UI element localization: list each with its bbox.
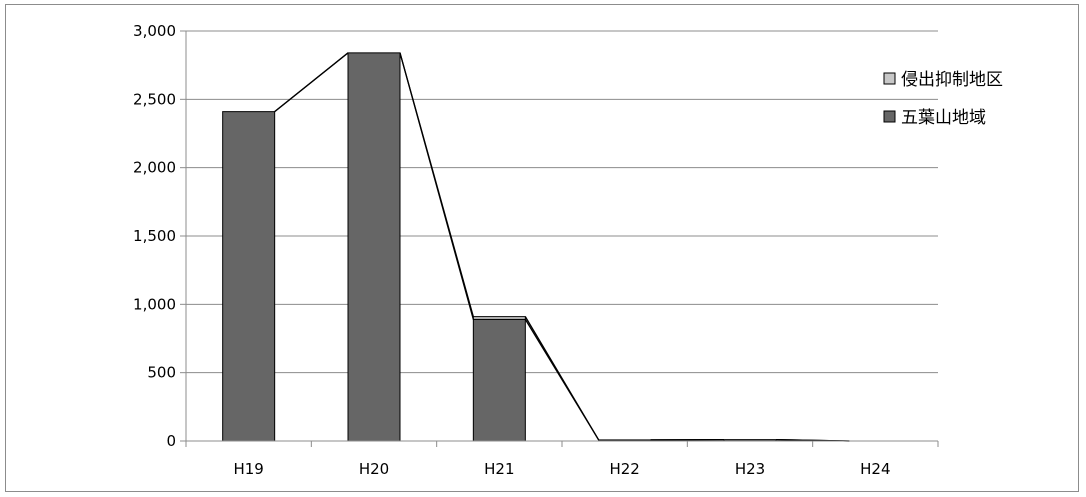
legend-swatch — [883, 110, 896, 123]
series-line-connector — [399, 52, 474, 317]
x-tick-label: H20 — [359, 460, 389, 478]
series-line-connector — [524, 316, 600, 441]
legend-label: 五葉山地域 — [901, 108, 986, 128]
x-tick-label: H24 — [860, 460, 890, 478]
bar-godaisan — [222, 111, 276, 442]
y-tick-label: 2,500 — [133, 90, 176, 108]
y-tick-label: 500 — [147, 364, 176, 382]
gridlines — [186, 30, 938, 374]
y-tick-label: 3,000 — [133, 22, 176, 40]
x-tick-label: H21 — [484, 460, 514, 478]
connector-lines — [274, 52, 850, 442]
x-tick-labels: H19 H20 H21 H22 H23 H24 — [233, 460, 890, 478]
y-tick-label: 1,000 — [133, 295, 176, 313]
bars — [222, 52, 777, 442]
x-tick-label: H19 — [233, 460, 263, 478]
series-line-connector — [274, 52, 349, 113]
y-tick-label: 0 — [166, 432, 176, 450]
y-tick-label: 2,000 — [133, 159, 176, 177]
legend-swatch — [883, 72, 896, 85]
bar-godaisan — [347, 52, 401, 442]
bar-suppression-area — [472, 316, 526, 320]
x-tick-label: H23 — [735, 460, 765, 478]
axes — [180, 30, 939, 447]
legend-label: 侵出抑制地区 — [901, 70, 1003, 90]
bar-godaisan — [472, 318, 526, 442]
chart-frame — [5, 4, 1079, 492]
x-tick-label: H22 — [609, 460, 639, 478]
y-tick-label: 1,500 — [133, 227, 176, 245]
y-tick-labels: 0 500 1,000 1,500 2,000 2,500 3,000 — [133, 22, 176, 450]
